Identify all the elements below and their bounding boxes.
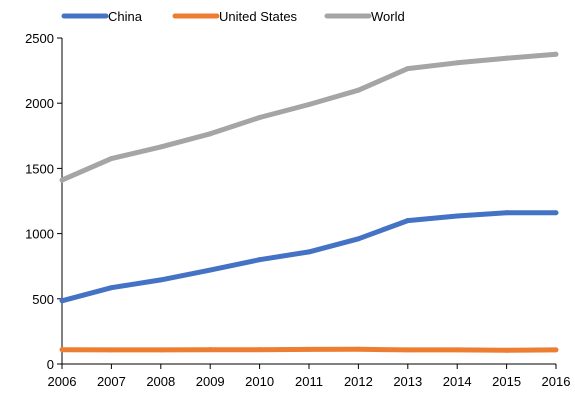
x-tick-label: 2013 — [393, 374, 422, 389]
y-tick-label: 500 — [32, 292, 54, 307]
data-point-united-states — [405, 347, 411, 353]
data-point-china — [108, 285, 114, 291]
y-tick-label: 0 — [47, 357, 54, 372]
plot-series — [59, 51, 559, 353]
x-tick-label: 2016 — [542, 374, 571, 389]
data-point-united-states — [553, 347, 559, 353]
data-point-china — [59, 298, 65, 304]
data-point-world — [454, 60, 460, 66]
y-axis: 0 500 1000 1500 2000 2500 — [25, 31, 63, 372]
data-point-china — [504, 210, 510, 216]
x-tick-label: 2014 — [443, 374, 472, 389]
data-point-world — [108, 156, 114, 162]
data-point-united-states — [158, 347, 164, 353]
x-axis: 2006 2007 2008 2009 2010 2011 2012 2013 2014 2015… — [48, 363, 571, 389]
data-point-united-states — [108, 347, 114, 353]
data-point-china — [454, 213, 460, 219]
data-point-world — [405, 66, 411, 72]
data-point-world — [553, 51, 559, 57]
data-point-world — [306, 102, 312, 108]
x-tick-label: 2011 — [295, 374, 323, 389]
data-point-china — [158, 277, 164, 283]
series-line-china — [61, 210, 556, 304]
x-tick-label: 2015 — [492, 374, 521, 389]
data-point-world — [355, 87, 361, 93]
legend-label-china: China — [108, 9, 143, 24]
data-point-china — [553, 210, 559, 216]
legend-label-united-states: United States — [219, 9, 298, 24]
legend-label-world: World — [371, 9, 405, 24]
data-point-china — [306, 249, 312, 255]
x-tick-label: 2008 — [146, 374, 175, 389]
x-tick-label: 2007 — [97, 374, 126, 389]
data-point-united-states — [454, 347, 460, 353]
data-point-world — [257, 115, 263, 121]
data-point-world — [59, 177, 65, 183]
data-point-united-states — [207, 347, 213, 353]
data-point-united-states — [306, 346, 312, 352]
data-point-china — [405, 218, 411, 224]
data-point-china — [355, 236, 361, 242]
data-point-united-states — [504, 347, 510, 353]
data-point-united-states — [355, 346, 361, 352]
data-point-world — [504, 55, 510, 61]
x-tick-label: 2012 — [344, 374, 373, 389]
y-tick-label: 2500 — [25, 31, 54, 46]
data-point-world — [207, 131, 213, 137]
data-point-china — [257, 257, 263, 263]
series-line-world — [61, 51, 557, 183]
data-point-united-states — [257, 347, 263, 353]
data-point-united-states — [59, 347, 65, 353]
y-tick-label: 2000 — [25, 96, 54, 111]
x-tick-label: 2010 — [245, 374, 274, 389]
y-tick-label: 1500 — [25, 161, 54, 176]
legend: China United States World — [61, 9, 405, 24]
x-tick-label: 2006 — [48, 374, 77, 389]
data-point-world — [158, 144, 164, 150]
x-tick-label: 2009 — [196, 374, 225, 389]
y-tick-label: 1000 — [25, 227, 54, 242]
data-point-china — [207, 267, 213, 273]
